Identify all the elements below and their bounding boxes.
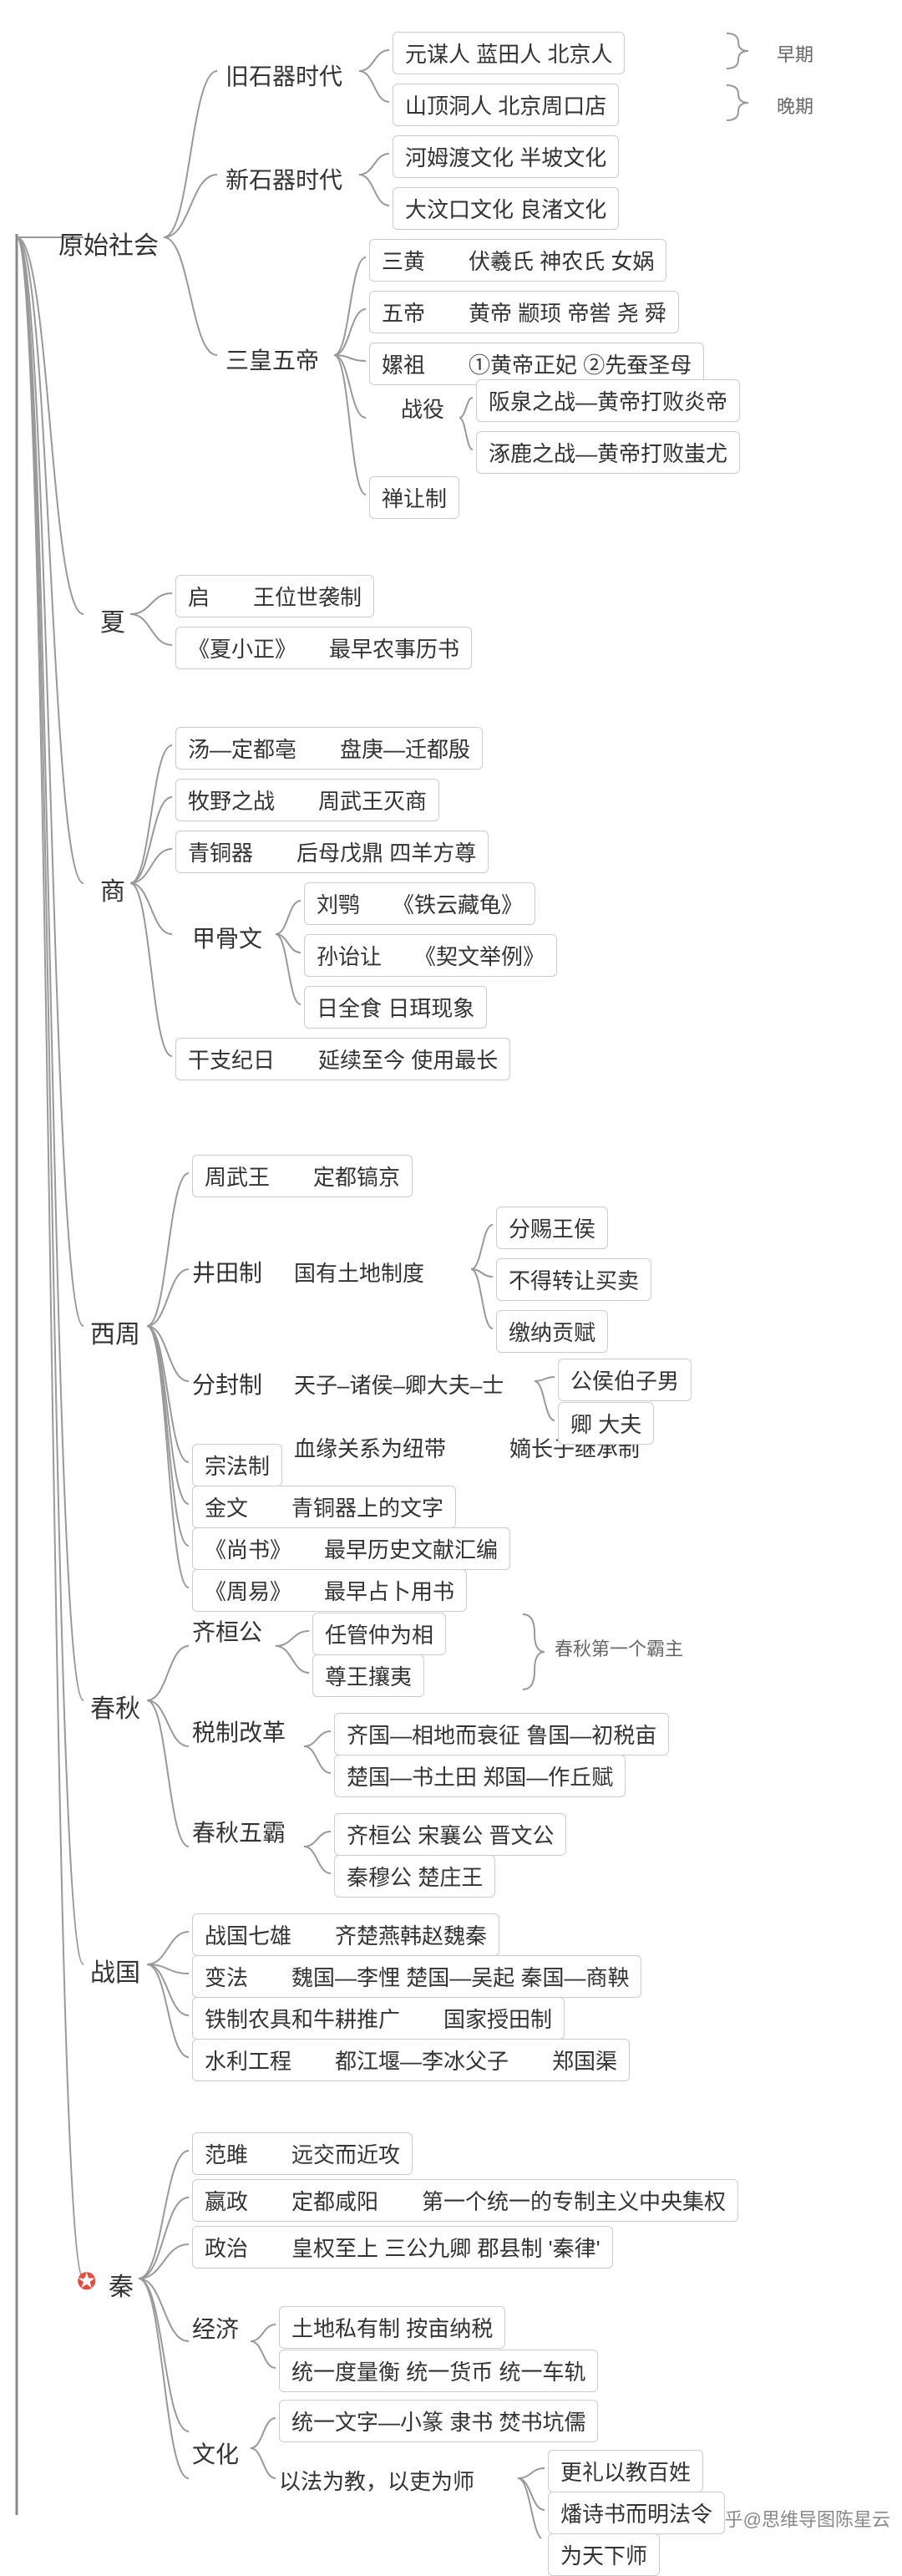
- node-zhouyi: 《周易》 最早占卜用书: [192, 1569, 467, 1612]
- node-renguanzhong: 任管仲为相: [312, 1613, 446, 1655]
- node-qingtong: 青铜器 后母戊鼎 四羊方尊: [175, 831, 489, 873]
- node-budezhuanrang: 不得转让买卖: [496, 1258, 651, 1301]
- node-shuili: 水利工程 都江堰—李冰父子 郑国渠: [192, 2039, 630, 2081]
- label-qin: 秦: [109, 2266, 134, 2303]
- label-culture: 文化: [192, 2436, 239, 2470]
- node-shang_tang: 汤—定都亳 盘庚—迁都殷: [175, 727, 483, 770]
- label-econ: 经济: [192, 2311, 239, 2345]
- side-early: 早期: [777, 40, 813, 67]
- label-paleolithic: 旧石器时代: [226, 58, 342, 92]
- label-chunqiu: 春秋: [90, 1688, 140, 1725]
- node-yuanmou: 元谋人 蓝田人 北京人: [393, 32, 625, 74]
- node-culture1: 统一文字—小篆 隶书 焚书坑儒: [279, 2400, 598, 2442]
- node-wuba2: 秦穆公 楚庄王: [334, 1855, 495, 1898]
- node-dawenkou: 大汶口文化 良渚文化: [393, 187, 619, 230]
- node-riquanshi: 日全食 日珥现象: [304, 986, 487, 1029]
- node-sanhuang: 三黄 伏羲氏 神农氏 女娲: [369, 239, 666, 282]
- node-shandingdong: 山顶洞人 北京周口店: [393, 84, 619, 126]
- node-econ2: 统一度量衡 统一货币 统一车轨: [279, 2350, 598, 2392]
- node-chutax: 楚国—书土田 郑国—作丘赋: [334, 1755, 626, 1797]
- node-qingdafu: 卿 大夫: [558, 1402, 654, 1445]
- node-bianfa: 变法 魏国—李悝 楚国—吴起 秦国—商鞅: [192, 1955, 641, 1998]
- label-zhanguo: 战国: [90, 1952, 140, 1989]
- side-late: 晚期: [777, 92, 813, 119]
- node-fanshi: 燔诗书而明法令: [548, 2492, 725, 2534]
- node-sunyirang: 孙诒让 《契文举例》: [304, 934, 557, 977]
- label-fengjian: 分封制: [192, 1367, 262, 1400]
- label-qi-law: 国有土地制度: [294, 1257, 424, 1288]
- node-fenci: 分赐王侯: [496, 1207, 608, 1249]
- label-zhanyi: 战役: [401, 393, 444, 424]
- label-rule: 以法为教，以吏为师: [279, 2465, 474, 2496]
- label-wuba: 春秋五霸: [192, 1815, 286, 1848]
- node-weitianxia: 为天下师: [548, 2533, 660, 2576]
- node-econ1: 土地私有制 按亩纳税: [279, 2306, 505, 2349]
- credit-text: 知乎@思维导图陈星云: [707, 2505, 890, 2532]
- node-yingzheng: 嬴政 定都咸阳 第一个统一的专制主义中央集权: [192, 2179, 738, 2222]
- label-zongfa-a: 血缘关系为纽带: [294, 1432, 446, 1463]
- label-primitive: 原始社会: [58, 225, 159, 262]
- node-zhanguo7: 战国七雄 齐楚燕韩赵魏秦: [192, 1913, 499, 1956]
- node-jinwen: 金文 青铜器上的文字: [192, 1486, 456, 1528]
- label-xia: 夏: [100, 602, 125, 638]
- node-zhengzhi: 政治 皇权至上 三公九卿 郡县制 '秦律': [192, 2226, 613, 2269]
- node-ganzhi: 干支纪日 延续至今 使用最长: [175, 1038, 510, 1080]
- node-tiezhi: 铁制农具和牛耕推广 国家授田制: [192, 1997, 565, 2040]
- node-gonghoubo: 公侯伯子男: [558, 1359, 692, 1401]
- node-wuba1: 齐桓公 宋襄公 晋文公: [334, 1813, 566, 1856]
- label-taxreform: 税制改革: [192, 1715, 286, 1748]
- node-liue: 刘鹗 《铁云藏龟》: [304, 882, 535, 925]
- node-wudi: 五帝 黄帝 颛顼 帝喾 尧 舜: [369, 291, 679, 333]
- node-banquan: 阪泉之战—黄帝打败炎帝: [476, 379, 740, 422]
- node-zunwang: 尊王攘夷: [312, 1654, 424, 1697]
- label-jingtian: 井田制: [192, 1255, 262, 1288]
- node-gengli: 更礼以教百姓: [548, 2450, 703, 2492]
- label-jiagu: 甲骨文: [192, 921, 262, 954]
- label-neolithic: 新石器时代: [226, 162, 342, 196]
- node-shangshu: 《尚书》 最早历史文献汇编: [192, 1527, 510, 1570]
- node-zhuolu: 涿鹿之战—黄帝打败蚩尤: [476, 431, 740, 474]
- node-muye: 牧野之战 周武王灭商: [175, 779, 439, 821]
- node-jiaonagongfu: 缴纳贡赋: [496, 1310, 608, 1353]
- node-xia_qi: 启 王位世袭制: [175, 575, 374, 617]
- node-fanju: 范雎 远交而近攻: [192, 2132, 413, 2175]
- node-zongfa: 宗法制: [192, 1444, 282, 1486]
- label-xizhou: 西周: [90, 1313, 140, 1350]
- node-shanrang: 禅让制: [369, 476, 459, 519]
- label-qihuan: 齐桓公: [192, 1614, 262, 1648]
- label-sanhuangwudi: 三皇五帝: [226, 343, 319, 376]
- label-shang: 商: [100, 871, 125, 907]
- node-hemudu: 河姆渡文化 半坡文化: [393, 135, 619, 178]
- node-zhouwuwang: 周武王 定都镐京: [192, 1155, 413, 1197]
- star-icon: ✪: [77, 2268, 96, 2295]
- node-xiaxiaozheng: 《夏小正》 最早农事历书: [175, 627, 472, 669]
- label-fj-law: 天子–诸侯–卿大夫–士: [294, 1369, 504, 1400]
- node-qitax: 齐国—相地而衰征 鲁国—初税亩: [334, 1713, 669, 1755]
- side-hegemon: 春秋第一个霸主: [555, 1634, 683, 1661]
